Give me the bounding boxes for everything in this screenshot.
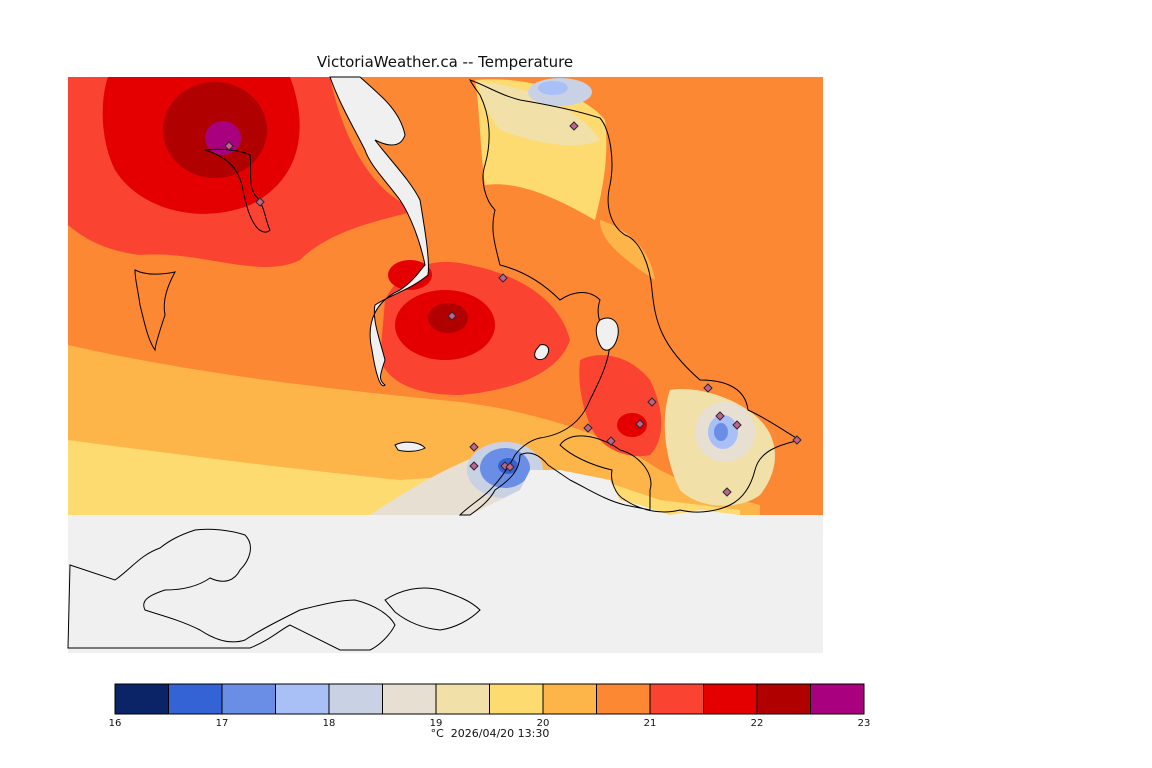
legend-swatch <box>649 683 704 715</box>
legend-swatch <box>328 683 383 715</box>
north-inlet-line <box>204 148 271 233</box>
station-marker[interactable] <box>469 461 479 471</box>
map-title: VictoriaWeather.ca -- Temperature <box>316 53 574 71</box>
contour-22-east <box>617 413 647 437</box>
station-marker[interactable] <box>498 273 508 283</box>
island-3 <box>394 441 426 452</box>
legend-swatch <box>168 683 223 715</box>
legend-ticks: 16 17 18 19 20 21 22 23 <box>109 718 871 729</box>
legend-swatches <box>114 683 865 715</box>
timestamp-label: 2026/04/20 13:30 <box>450 727 550 740</box>
us-coast-segment <box>384 587 481 631</box>
units-label: °C <box>430 727 444 740</box>
island-2 <box>534 344 550 361</box>
station-marker[interactable] <box>703 383 713 393</box>
legend-swatch <box>221 683 276 715</box>
station-marker[interactable] <box>255 197 265 207</box>
legend-swatch <box>756 683 811 715</box>
saanich-peninsula-coast <box>458 79 802 516</box>
contour-18-ne <box>538 81 568 95</box>
weather-stations <box>224 121 802 497</box>
station-marker[interactable] <box>469 442 479 452</box>
island-1 <box>595 317 619 351</box>
contour-19-ne <box>478 82 600 146</box>
legend-tick-label: 18 <box>323 718 336 729</box>
station-marker[interactable] <box>569 121 579 131</box>
legend-tick-label: 19 <box>430 718 443 729</box>
legend-swatch <box>114 683 169 715</box>
land-masks <box>67 76 823 651</box>
station-marker[interactable] <box>792 435 802 445</box>
saanich-inlet-west <box>329 76 429 387</box>
temperature-contours <box>68 77 823 515</box>
legend-tick-label: 23 <box>858 718 871 729</box>
station-marker[interactable] <box>715 411 725 421</box>
station-marker[interactable] <box>224 141 234 151</box>
contour-22-north <box>388 260 432 290</box>
legend-swatch <box>382 683 437 715</box>
strait-water <box>68 470 823 650</box>
contour-17-5-se <box>714 423 728 441</box>
legend-tick-label: 21 <box>644 718 657 729</box>
legend-tick-label: 20 <box>537 718 550 729</box>
station-marker[interactable] <box>447 311 457 321</box>
olympic-peninsula-land <box>67 528 396 651</box>
station-marker[interactable] <box>505 462 515 472</box>
contour-22-5-center <box>428 303 468 333</box>
legend-tick-label: 22 <box>751 718 764 729</box>
legend-tick-label: 16 <box>109 718 122 729</box>
legend-swatch <box>489 683 544 715</box>
station-marker[interactable] <box>606 436 616 446</box>
station-marker[interactable] <box>722 487 732 497</box>
legend-swatch <box>703 683 758 715</box>
legend-swatch <box>542 683 597 715</box>
station-marker[interactable] <box>583 423 593 433</box>
legend-swatch <box>275 683 330 715</box>
contour-20-ne-strip <box>600 220 655 280</box>
west-coast-line <box>134 269 176 352</box>
station-marker[interactable] <box>647 397 657 407</box>
legend-caption: °C 2026/04/20 13:30 <box>300 727 680 740</box>
station-marker[interactable] <box>635 419 645 429</box>
legend-swatch <box>435 683 490 715</box>
legend-swatch <box>810 683 865 715</box>
legend-tick-label: 17 <box>216 718 229 729</box>
legend-swatch <box>596 683 651 715</box>
station-marker[interactable] <box>732 420 742 430</box>
